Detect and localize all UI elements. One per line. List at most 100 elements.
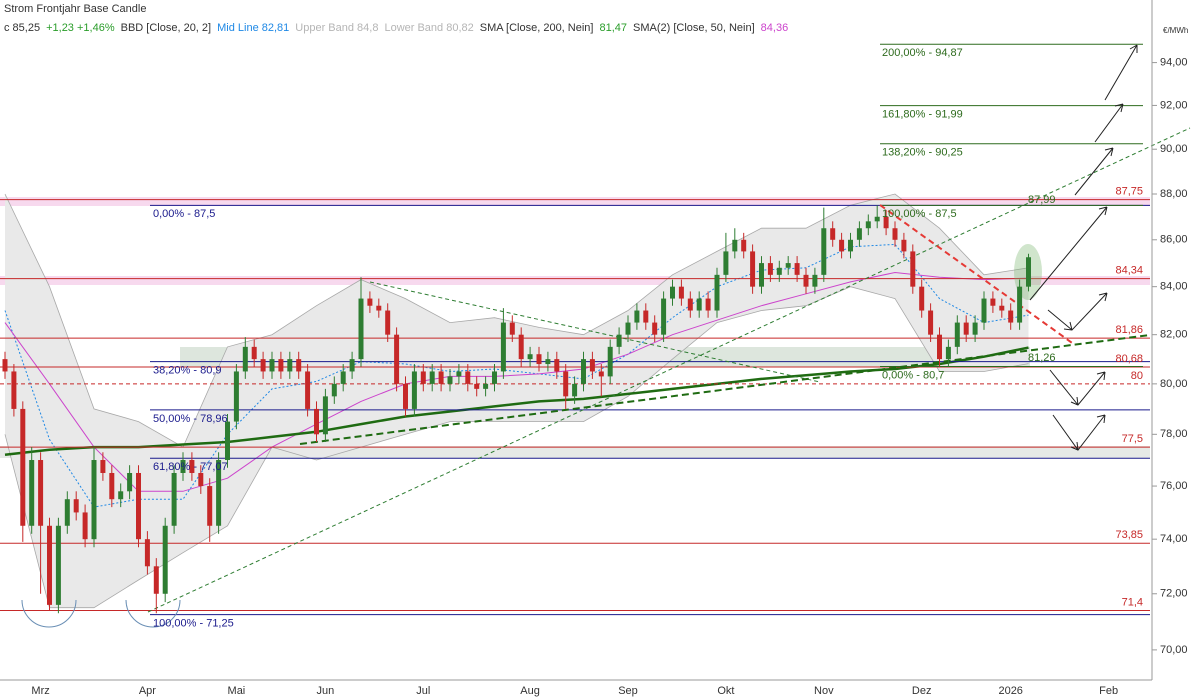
- candle-body: [999, 305, 1005, 311]
- candle-body: [963, 322, 969, 335]
- y-tick-label: 90,00: [1160, 143, 1188, 155]
- bottom-arc: [125, 599, 181, 628]
- candle-body: [776, 267, 782, 275]
- candle-body: [723, 251, 729, 275]
- candle-body: [91, 460, 97, 540]
- candle-body: [945, 346, 951, 360]
- trend-line: [147, 127, 1191, 613]
- candle-body: [47, 525, 52, 605]
- candle-body: [483, 383, 489, 389]
- chart-title: Strom Frontjahr Base Candle: [4, 3, 146, 15]
- candle-body: [136, 472, 141, 540]
- level-label: 73,85: [1115, 529, 1143, 541]
- candle-body: [38, 460, 44, 526]
- y-tick-label: 94,00: [1160, 56, 1188, 68]
- legend-item: +1,23 +1,46%: [46, 22, 115, 34]
- candle-body: [874, 216, 880, 222]
- candle-body: [598, 371, 604, 377]
- y-tick-label: 82,00: [1160, 329, 1188, 341]
- legend-item: Mid Line 82,81: [217, 22, 289, 34]
- candle-body: [127, 472, 133, 492]
- unit-label: €/MWh: [1163, 26, 1188, 35]
- x-tick-label: Okt: [717, 685, 734, 697]
- annotation: 87,99: [1028, 194, 1056, 206]
- candle-body: [331, 383, 337, 397]
- level-label: 81,86: [1115, 324, 1143, 336]
- candle-body: [652, 322, 658, 335]
- level-label: 84,34: [1115, 265, 1143, 277]
- candle-body: [785, 263, 791, 268]
- fib-label: 100,00% - 87,5: [882, 208, 957, 220]
- arrow: [1047, 292, 1108, 331]
- candle-body: [536, 354, 542, 365]
- fib-label: 138,20% - 90,25: [882, 147, 963, 159]
- level-label: 80,68: [1115, 353, 1143, 365]
- candle-body: [865, 221, 871, 229]
- candle-body: [340, 371, 346, 384]
- candle-body: [367, 298, 373, 306]
- candle-body: [883, 216, 889, 229]
- y-tick-label: 80,00: [1160, 378, 1188, 390]
- candle-body: [376, 305, 382, 311]
- candle-body: [616, 334, 622, 347]
- candle-body: [198, 472, 204, 487]
- y-tick-label: 88,00: [1160, 188, 1188, 200]
- fib-label: 61,80% - 77,07: [153, 461, 228, 473]
- candle-body: [260, 359, 266, 372]
- candle-body: [1008, 310, 1014, 323]
- band-fill: [5, 194, 1029, 608]
- y-tick-label: 92,00: [1160, 99, 1188, 111]
- candle-body: [2, 359, 8, 372]
- candle-body: [990, 298, 996, 306]
- x-tick-label: Mrz: [31, 685, 49, 697]
- candle-body: [634, 310, 640, 323]
- fib-label: 0,00% - 87,5: [153, 208, 215, 220]
- legend-item: 81,47: [599, 22, 627, 34]
- x-tick-label: Feb: [1099, 685, 1118, 697]
- candle-body: [581, 359, 586, 384]
- candle-body: [572, 383, 578, 397]
- candle-body: [678, 286, 684, 299]
- candle-body: [456, 371, 462, 377]
- candle-body: [322, 396, 328, 435]
- candle-body: [1026, 257, 1031, 287]
- candle-body: [928, 310, 934, 335]
- overlay-line: [4, 346, 1029, 457]
- overlay-line: [4, 286, 1029, 609]
- candle-body: [109, 472, 115, 500]
- candle-body: [64, 499, 70, 526]
- candle-body: [589, 359, 595, 372]
- fib-label: 38,20% - 80,9: [153, 364, 222, 376]
- fib-label: 100,00% - 71,25: [153, 618, 234, 630]
- candle-body: [937, 334, 942, 360]
- candle-body: [144, 539, 150, 567]
- candle-body: [741, 239, 747, 252]
- candle-body: [563, 371, 569, 397]
- candle-body: [358, 298, 364, 360]
- arrow: [1052, 414, 1106, 451]
- fib-label: 200,00% - 94,87: [882, 47, 963, 59]
- candle-body: [919, 286, 925, 311]
- arrow: [1094, 103, 1124, 143]
- candle-body: [1017, 286, 1023, 323]
- level-label: 87,75: [1115, 186, 1143, 198]
- candle-body: [438, 371, 444, 384]
- candle-body: [251, 346, 257, 360]
- candle-body: [55, 525, 61, 605]
- candle-body: [856, 228, 862, 240]
- candle-body: [242, 346, 248, 372]
- x-tick-label: Apr: [139, 685, 156, 697]
- candle-body: [812, 274, 818, 287]
- candle-body: [385, 310, 391, 335]
- candle-body: [687, 298, 693, 311]
- candle-body: [714, 274, 720, 311]
- candle-body: [500, 322, 506, 372]
- arrow: [1049, 369, 1106, 406]
- candle-body: [394, 334, 400, 384]
- y-tick-label: 84,00: [1160, 281, 1188, 293]
- candle-body: [100, 460, 106, 473]
- level-layer: [0, 43, 1150, 616]
- x-tick-label: Aug: [520, 685, 540, 697]
- x-tick-label: Jun: [317, 685, 335, 697]
